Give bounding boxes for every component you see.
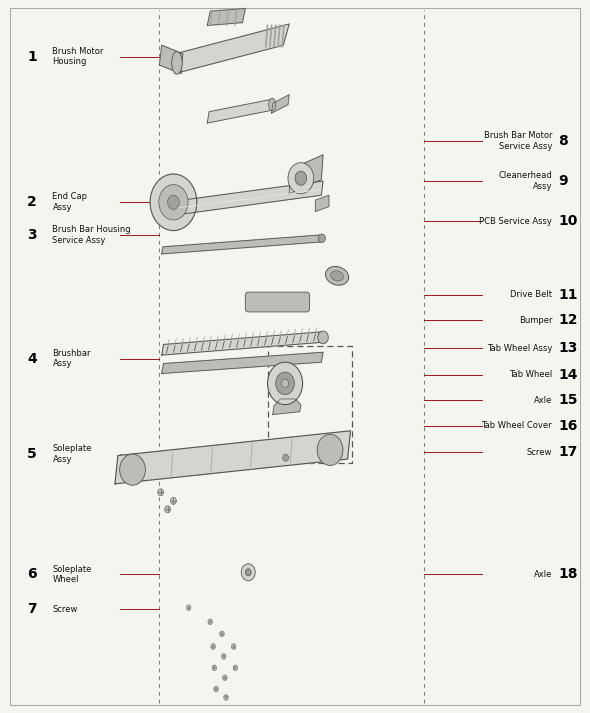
Text: Brush Bar Motor
Service Assy: Brush Bar Motor Service Assy: [484, 131, 552, 150]
Text: 16: 16: [558, 419, 578, 433]
Polygon shape: [162, 332, 323, 355]
Circle shape: [165, 506, 171, 513]
Text: 13: 13: [558, 341, 578, 355]
Ellipse shape: [172, 51, 182, 74]
Circle shape: [288, 163, 314, 194]
Circle shape: [219, 631, 224, 637]
Polygon shape: [162, 352, 323, 374]
Polygon shape: [159, 45, 183, 73]
Ellipse shape: [326, 267, 349, 285]
Ellipse shape: [319, 234, 326, 242]
Circle shape: [246, 570, 251, 575]
Circle shape: [283, 454, 289, 461]
Text: Brush Bar Housing
Service Assy: Brush Bar Housing Service Assy: [53, 225, 131, 245]
Text: Soleplate
Assy: Soleplate Assy: [53, 444, 92, 464]
Circle shape: [281, 379, 289, 388]
Text: Screw: Screw: [53, 605, 78, 614]
Ellipse shape: [268, 98, 276, 111]
Text: 15: 15: [558, 394, 578, 407]
Text: 6: 6: [27, 568, 37, 581]
Circle shape: [224, 694, 228, 700]
Polygon shape: [273, 399, 301, 414]
Text: 14: 14: [558, 368, 578, 382]
Circle shape: [158, 489, 163, 496]
Circle shape: [241, 564, 255, 581]
Polygon shape: [207, 9, 245, 26]
Circle shape: [150, 174, 197, 230]
Polygon shape: [207, 99, 273, 123]
Text: Screw: Screw: [527, 448, 552, 456]
Text: 18: 18: [558, 568, 578, 581]
Circle shape: [120, 454, 145, 486]
Circle shape: [276, 372, 294, 395]
Text: Soleplate
Wheel: Soleplate Wheel: [53, 565, 92, 584]
Text: Tab Wheel Assy: Tab Wheel Assy: [487, 344, 552, 352]
Circle shape: [186, 605, 191, 610]
Text: 5: 5: [27, 447, 37, 461]
Polygon shape: [115, 431, 350, 484]
Text: Brush Motor
Housing: Brush Motor Housing: [53, 46, 104, 66]
Circle shape: [245, 569, 251, 576]
Circle shape: [208, 619, 212, 625]
Text: Brushbar
Assy: Brushbar Assy: [53, 349, 91, 369]
Circle shape: [171, 497, 176, 504]
Polygon shape: [271, 95, 289, 113]
Circle shape: [267, 362, 303, 404]
Circle shape: [212, 665, 217, 671]
Ellipse shape: [331, 271, 343, 281]
Circle shape: [233, 665, 238, 671]
Text: Tab Wheel: Tab Wheel: [509, 370, 552, 379]
Polygon shape: [316, 195, 329, 212]
Text: 7: 7: [27, 602, 37, 616]
Circle shape: [159, 185, 188, 220]
Text: 1: 1: [27, 49, 37, 63]
Text: 9: 9: [558, 174, 568, 188]
Text: Drive Belt: Drive Belt: [510, 290, 552, 299]
Text: 12: 12: [558, 314, 578, 327]
Ellipse shape: [318, 331, 328, 344]
Text: 4: 4: [27, 352, 37, 366]
Circle shape: [168, 195, 179, 210]
Polygon shape: [162, 235, 323, 254]
Text: End Cap
Assy: End Cap Assy: [53, 193, 87, 212]
Circle shape: [231, 644, 236, 650]
Text: Axle: Axle: [534, 570, 552, 579]
Polygon shape: [289, 155, 323, 194]
Text: 3: 3: [27, 228, 37, 242]
Text: Axle: Axle: [534, 396, 552, 405]
Text: Cleanerhead
Assy: Cleanerhead Assy: [499, 171, 552, 191]
Polygon shape: [175, 24, 289, 73]
Text: Tab Wheel Cover: Tab Wheel Cover: [481, 421, 552, 431]
Text: 10: 10: [558, 215, 578, 228]
FancyBboxPatch shape: [245, 292, 310, 312]
Circle shape: [317, 434, 343, 466]
Text: 2: 2: [27, 195, 37, 210]
Circle shape: [214, 686, 218, 692]
Text: 17: 17: [558, 445, 578, 459]
Circle shape: [211, 644, 215, 650]
Circle shape: [221, 654, 226, 660]
Text: Bumper: Bumper: [519, 316, 552, 325]
Circle shape: [295, 171, 307, 185]
Text: 8: 8: [558, 134, 568, 148]
Circle shape: [222, 674, 227, 680]
Text: PCB Service Assy: PCB Service Assy: [479, 217, 552, 226]
Bar: [267, 346, 352, 463]
Text: 11: 11: [558, 288, 578, 302]
Polygon shape: [175, 181, 323, 215]
